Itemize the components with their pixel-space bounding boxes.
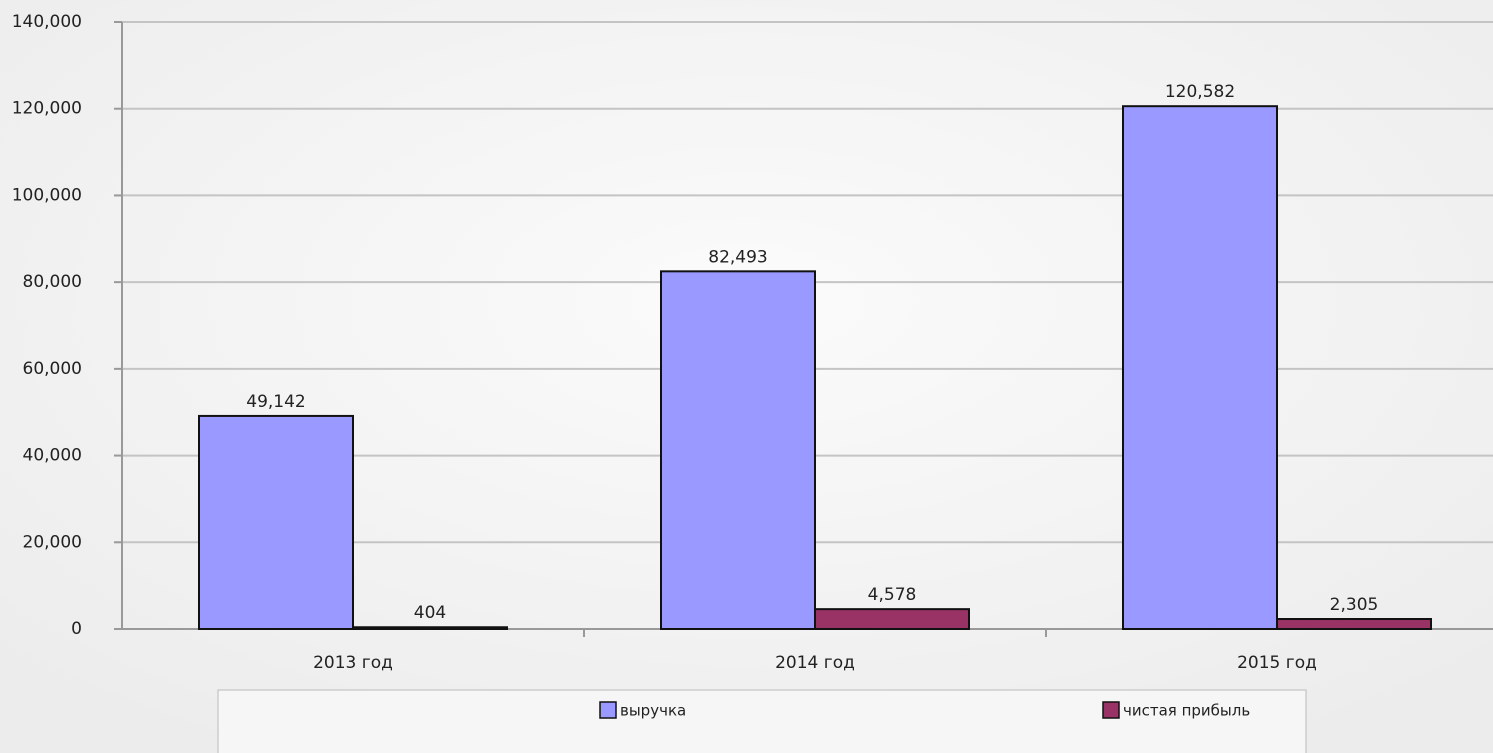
x-tick-label: 2013 год	[313, 653, 393, 673]
legend-swatch	[1102, 701, 1120, 719]
legend-box	[217, 689, 1307, 753]
legend-swatch	[599, 701, 617, 719]
legend-label: чистая прибыль	[1123, 702, 1250, 720]
y-tick-label: 100,000	[12, 185, 82, 205]
y-tick-label: 80,000	[23, 272, 82, 292]
value-label: 404	[414, 603, 446, 623]
legend-label: выручка	[620, 702, 686, 720]
x-tick-label: 2014 год	[775, 653, 855, 673]
bar	[814, 608, 970, 631]
y-tick-label: 60,000	[23, 359, 82, 379]
value-label: 120,582	[1165, 82, 1235, 102]
bar	[198, 414, 354, 630]
value-label: 2,305	[1330, 595, 1379, 615]
y-tick-label: 20,000	[23, 532, 82, 552]
value-label: 49,142	[246, 392, 305, 412]
value-label: 4,578	[868, 585, 917, 605]
y-tick-label: 40,000	[23, 446, 82, 466]
bar	[660, 270, 816, 630]
x-tick-label: 2015 год	[1237, 653, 1317, 673]
bar	[1122, 105, 1278, 630]
bar	[352, 626, 508, 630]
y-tick-label: 0	[71, 619, 82, 639]
bar	[1276, 618, 1432, 630]
value-label: 82,493	[708, 247, 767, 267]
y-tick-label: 120,000	[12, 99, 82, 119]
y-tick-label: 140,000	[12, 12, 82, 32]
